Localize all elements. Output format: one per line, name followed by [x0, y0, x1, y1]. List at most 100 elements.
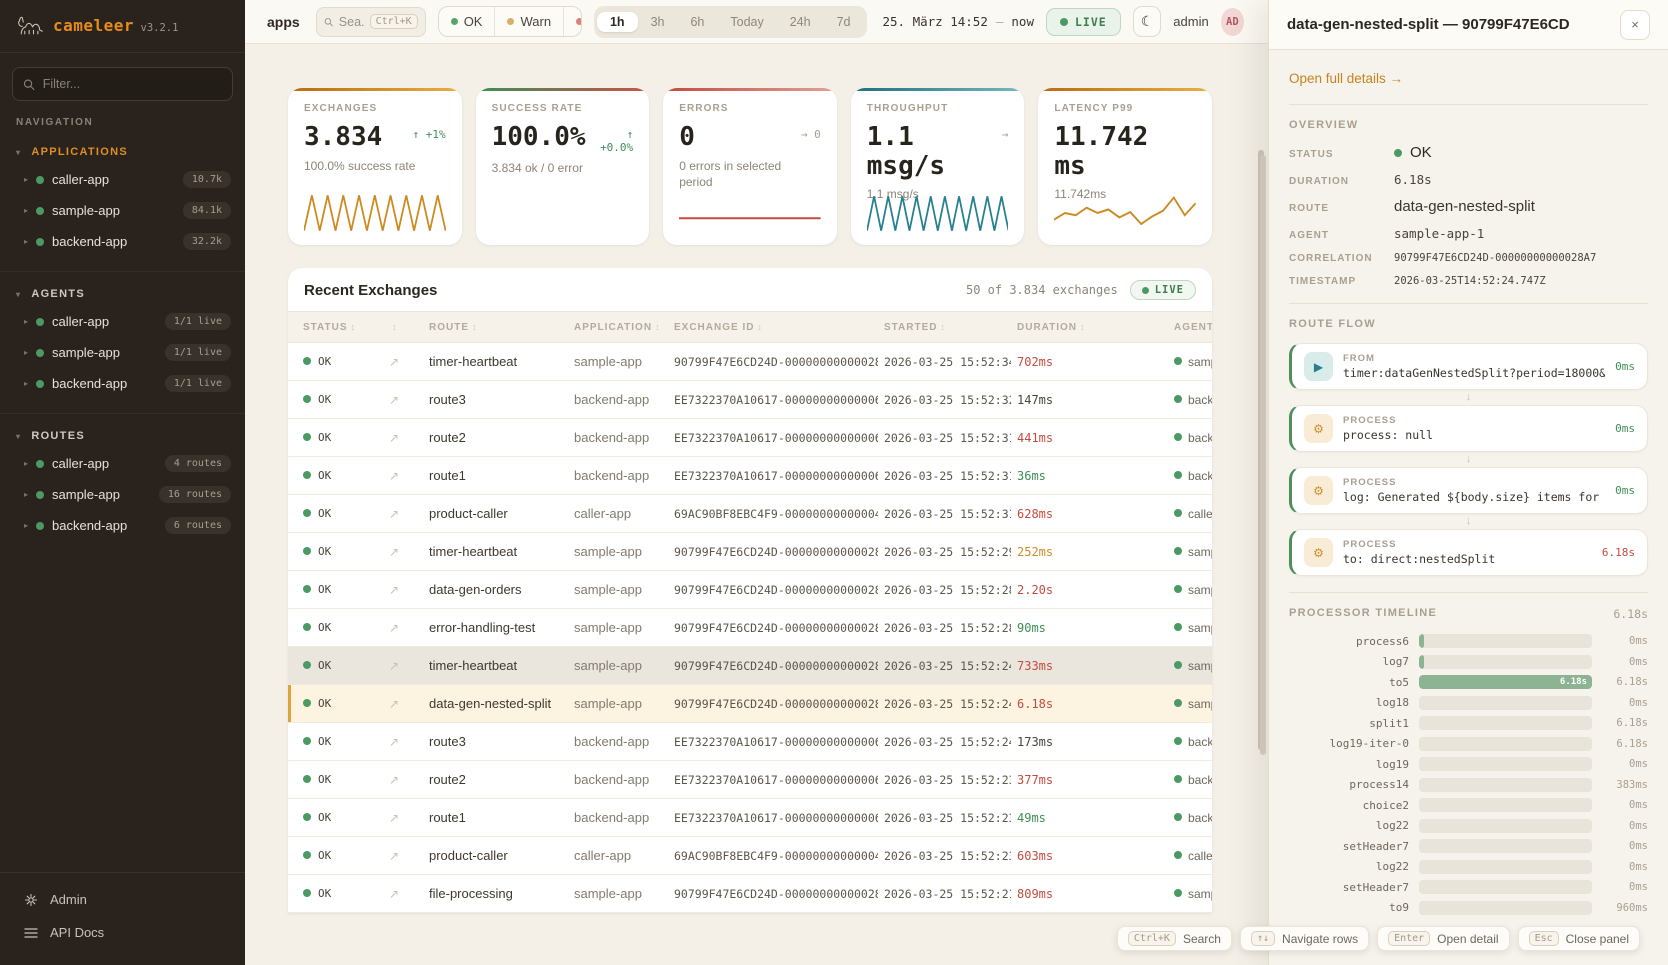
table-row[interactable]: OK ↗ data-gen-orders sample-app 90799F47E6CD… — [288, 570, 1212, 609]
open-full-details-link[interactable]: Open full details → — [1289, 71, 1404, 86]
sidebar-item-caller-app[interactable]: ▸ caller-app 10.7k — [0, 164, 245, 195]
open-exchange-icon[interactable]: ↗ — [383, 532, 423, 571]
sidebar-item-sample-app[interactable]: ▸ sample-app 1/1 live — [0, 337, 245, 368]
table-row[interactable]: OK ↗ route2 backend-app EE7322370A10617-0000… — [288, 418, 1212, 457]
open-exchange-icon[interactable]: ↗ — [383, 456, 423, 495]
duration-cell: 809ms — [1011, 874, 1168, 913]
time-range-24h[interactable]: 24h — [789, 14, 811, 29]
column-header-agent[interactable]: AGENT — [1168, 311, 1212, 343]
timeline-row: to5 6.18s 6.18s — [1289, 675, 1648, 689]
time-range-7d[interactable]: 7d — [836, 14, 851, 29]
table-row[interactable]: OK ↗ timer-heartbeat sample-app 90799F47E6CD… — [288, 532, 1212, 571]
section-header-agents[interactable]: ▾ AGENTS — [0, 282, 245, 306]
filter-input[interactable] — [42, 77, 222, 91]
table-row[interactable]: OK ↗ timer-heartbeat sample-app 90799F47E6CD… — [288, 646, 1212, 685]
live-toggle-button[interactable]: LIVE — [1045, 7, 1121, 36]
flow-step-1[interactable]: ▶ FROM timer:dataGenNestedSplit?period=180… — [1289, 343, 1648, 390]
sidebar-item-sample-app[interactable]: ▸ sample-app 84.1k — [0, 195, 245, 226]
duration-cell: 441ms — [1011, 418, 1168, 457]
camel-logo-icon — [18, 16, 43, 35]
table-row[interactable]: OK ↗ route1 backend-app EE7322370A10617-0000… — [288, 798, 1212, 837]
column-header-duration[interactable]: DURATION ↕ — [1011, 311, 1168, 343]
flow-step-4[interactable]: ⚙ PROCESS to: direct:nestedSplit 6.18s — [1289, 529, 1648, 576]
timeline-row: setHeader7 0ms — [1289, 839, 1648, 853]
time-range-today[interactable]: Today — [730, 14, 764, 29]
sidebar-item-sample-app[interactable]: ▸ sample-app 16 routes — [0, 479, 245, 510]
table-row[interactable]: OK ↗ product-caller caller-app 69AC90BF8EBC4… — [288, 836, 1212, 875]
flow-step-duration: 0ms — [1615, 484, 1635, 497]
sidebar-item-admin[interactable]: Admin — [0, 883, 245, 916]
open-exchange-icon[interactable]: ↗ — [383, 760, 423, 799]
open-exchange-icon[interactable]: ↗ — [383, 722, 423, 761]
section-header-applications[interactable]: ▾ APPLICATIONS — [0, 140, 245, 164]
content-area: EXCHANGES 3.834 ↑ +1% 100.0% success rate SU… — [245, 44, 1268, 913]
agent-status-dot — [1174, 433, 1182, 442]
open-exchange-icon[interactable]: ↗ — [383, 342, 423, 381]
column-header-trend[interactable]: ↕ — [383, 311, 423, 343]
open-exchange-icon[interactable]: ↗ — [383, 418, 423, 457]
flow-step-3[interactable]: ⚙ PROCESS log: Generated ${body.size} item… — [1289, 467, 1648, 514]
sidebar-item-caller-app[interactable]: ▸ caller-app 4 routes — [0, 448, 245, 479]
time-range-1h[interactable]: 1h — [596, 11, 638, 32]
open-exchange-icon[interactable]: ↗ — [383, 684, 423, 723]
open-exchange-icon[interactable]: ↗ — [383, 798, 423, 837]
date-from: 25. März 14:52 — [882, 14, 988, 29]
table-row[interactable]: OK ↗ data-gen-nested-split sample-app 90799F… — [288, 684, 1212, 723]
agent-status-dot — [1174, 661, 1182, 670]
status-filter-e[interactable]: E — [563, 7, 581, 36]
table-row[interactable]: OK ↗ file-processing sample-app 90799F47E6CD… — [288, 874, 1212, 913]
user-label: admin — [1173, 14, 1209, 29]
status-cell: OK — [288, 494, 383, 533]
exchange-id-cell: 69AC90BF8EBC4F9-000000000000042A — [668, 836, 878, 875]
route-cell: route2 — [423, 760, 568, 799]
column-header-route[interactable]: ROUTE ↕ — [423, 311, 568, 343]
time-range-3h[interactable]: 3h — [650, 14, 665, 29]
open-exchange-icon[interactable]: ↗ — [383, 836, 423, 875]
open-exchange-icon[interactable]: ↗ — [383, 608, 423, 647]
open-exchange-icon[interactable]: ↗ — [383, 494, 423, 533]
status-filter-ok[interactable]: OK — [439, 7, 495, 36]
flow-step-endpoint: to: direct:nestedSplit — [1343, 552, 1496, 566]
dark-mode-toggle[interactable]: ☾ — [1132, 6, 1162, 37]
section-header-routes[interactable]: ▾ ROUTES — [0, 424, 245, 448]
table-row[interactable]: OK ↗ timer-heartbeat sample-app 90799F47E6CD… — [288, 342, 1212, 381]
close-panel-button[interactable]: × — [1620, 9, 1650, 40]
status-cell: OK — [288, 418, 383, 457]
flow-step-2[interactable]: ⚙ PROCESS process: null 0ms — [1289, 405, 1648, 452]
table-row[interactable]: OK ↗ error-handling-test sample-app 90799F47… — [288, 608, 1212, 647]
sidebar-item-api-docs[interactable]: API Docs — [0, 916, 245, 949]
table-title: Recent Exchanges — [304, 281, 438, 299]
open-exchange-icon[interactable]: ↗ — [383, 380, 423, 419]
open-exchange-icon[interactable]: ↗ — [383, 570, 423, 609]
time-range-6h[interactable]: 6h — [690, 14, 705, 29]
table-row[interactable]: OK ↗ product-caller caller-app 69AC90BF8EBC4… — [288, 494, 1212, 533]
open-exchange-icon[interactable]: ↗ — [383, 874, 423, 913]
panel-scrollbar[interactable] — [1260, 155, 1266, 755]
table-row[interactable]: OK ↗ route2 backend-app EE7322370A10617-0000… — [288, 760, 1212, 799]
sidebar-item-backend-app[interactable]: ▸ backend-app 1/1 live — [0, 368, 245, 399]
column-header-application[interactable]: APPLICATION ↕ — [568, 311, 668, 343]
open-exchange-icon[interactable]: ↗ — [383, 646, 423, 685]
table-row[interactable]: OK ↗ route1 backend-app EE7322370A10617-0000… — [288, 456, 1212, 495]
agent-status-dot — [1174, 585, 1182, 594]
sidebar-item-caller-app[interactable]: ▸ caller-app 1/1 live — [0, 306, 245, 337]
column-header-exchange-id[interactable]: EXCHANGE ID ↕ — [668, 311, 878, 343]
card-title: EXCHANGES — [304, 103, 378, 114]
status-cell: OK — [288, 722, 383, 761]
card-subtext: 3.834 ok / 0 error — [491, 161, 583, 175]
logo-row: cameleer v3.2.1 — [0, 0, 245, 53]
global-search-input[interactable]: Sea... Ctrl+K — [315, 6, 426, 37]
sidebar-item-backend-app[interactable]: ▸ backend-app 32.2k — [0, 226, 245, 257]
route-cell: route3 — [423, 380, 568, 419]
card-subtext: 100.0% success rate — [304, 158, 416, 173]
table-row[interactable]: OK ↗ route3 backend-app EE7322370A10617-0000… — [288, 380, 1212, 419]
avatar[interactable]: AD — [1220, 7, 1245, 36]
sidebar-filter[interactable] — [12, 67, 233, 101]
status-filter-warn[interactable]: Warn — [494, 7, 563, 36]
table-row[interactable]: OK ↗ route3 backend-app EE7322370A10617-0000… — [288, 722, 1212, 761]
column-header-started[interactable]: STARTED ↕ — [878, 311, 1011, 343]
column-header-status[interactable]: STATUS ↕ — [288, 311, 383, 343]
sidebar-item-backend-app[interactable]: ▸ backend-app 6 routes — [0, 510, 245, 541]
date-range[interactable]: 25. März 14:52 — now — [883, 14, 1034, 29]
processor-name: log22 — [1375, 860, 1409, 873]
